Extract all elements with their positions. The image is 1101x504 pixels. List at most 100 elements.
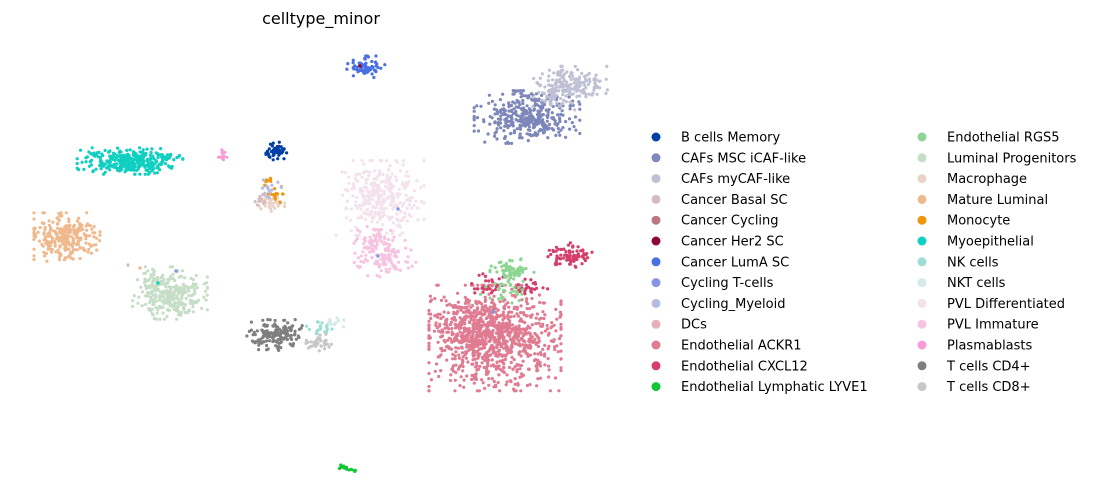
scatter-point <box>568 86 572 90</box>
scatter-point <box>376 220 380 224</box>
scatter-point <box>370 220 374 224</box>
scatter-point <box>494 331 498 335</box>
scatter-point <box>541 286 545 290</box>
scatter-point <box>475 333 479 337</box>
scatter-point <box>132 294 136 298</box>
scatter-point <box>377 197 381 201</box>
scatter-point <box>220 155 224 159</box>
scatter-point <box>553 347 557 352</box>
scatter-point <box>485 353 489 357</box>
scatter-point <box>467 348 471 352</box>
scatter-point <box>472 116 476 120</box>
scatter-point <box>496 123 501 127</box>
scatter-point <box>115 153 119 158</box>
scatter-point <box>449 320 453 324</box>
scatter-point <box>273 318 277 323</box>
scatter-point <box>507 141 511 145</box>
scatter-point <box>92 225 96 229</box>
scatter-point <box>525 297 529 301</box>
scatter-point <box>99 167 103 171</box>
scatter-point <box>256 338 260 342</box>
legend-marker <box>651 153 661 163</box>
scatter-point <box>283 201 287 205</box>
scatter-point <box>528 107 532 111</box>
scatter-point <box>498 300 502 304</box>
scatter-point <box>479 104 483 108</box>
scatter-point <box>464 350 468 354</box>
scatter-point <box>505 380 509 384</box>
scatter-point <box>489 345 493 349</box>
scatter-point <box>471 358 475 362</box>
scatter-point <box>497 288 501 292</box>
scatter-point <box>492 379 496 384</box>
scatter-point <box>155 311 159 315</box>
scatter-point <box>541 118 545 122</box>
scatter-point <box>528 326 532 330</box>
scatter-point <box>502 129 506 133</box>
scatter-point <box>353 251 357 255</box>
scatter-point <box>450 327 454 331</box>
scatter-point <box>535 113 540 117</box>
scatter-point <box>114 162 118 166</box>
scatter-point <box>491 310 495 314</box>
scatter-point <box>316 328 320 332</box>
scatter-point <box>373 235 377 239</box>
scatter-point <box>397 223 401 227</box>
scatter-point <box>561 113 565 117</box>
scatter-point <box>88 234 92 238</box>
scatter-point <box>547 248 551 252</box>
scatter-point <box>364 181 368 185</box>
scatter-point <box>481 290 485 294</box>
scatter-point <box>524 327 528 331</box>
scatter-point <box>300 324 304 328</box>
scatter-point <box>539 108 543 112</box>
scatter-point <box>174 286 178 290</box>
scatter-point <box>367 189 371 193</box>
scatter-point <box>375 240 379 244</box>
scatter-point <box>376 254 380 258</box>
scatter-point <box>63 225 67 229</box>
scatter-point <box>138 146 142 150</box>
scatter-point <box>468 314 472 318</box>
scatter-point <box>525 132 529 136</box>
scatter-point <box>370 205 374 209</box>
scatter-point <box>587 77 591 81</box>
legend-marker <box>651 361 661 371</box>
scatter-point <box>187 289 191 293</box>
scatter-point <box>189 298 193 302</box>
scatter-point <box>512 107 516 111</box>
scatter-point <box>167 156 171 160</box>
scatter-point <box>515 127 519 131</box>
scatter-point <box>561 93 565 97</box>
scatter-point <box>175 317 179 321</box>
scatter-point <box>550 116 554 120</box>
scatter-point <box>381 211 385 215</box>
scatter-point <box>340 193 345 197</box>
scatter-point <box>149 285 153 289</box>
scatter-point <box>557 256 561 260</box>
scatter-point <box>456 300 460 304</box>
scatter-point <box>78 256 82 261</box>
scatter-point <box>478 319 483 323</box>
scatter-point <box>278 200 282 204</box>
scatter-point <box>497 277 501 281</box>
scatter-point <box>546 136 550 140</box>
scatter-point <box>271 153 275 158</box>
scatter-point <box>349 218 353 222</box>
scatter-point <box>479 316 483 320</box>
scatter-point <box>457 353 461 357</box>
scatter-point <box>184 296 188 300</box>
scatter-point <box>344 206 348 211</box>
scatter-point <box>521 101 525 106</box>
scatter-point <box>578 102 582 106</box>
scatter-point <box>205 275 209 279</box>
scatter-point <box>205 293 209 297</box>
legend-item: Macrophage <box>917 172 1027 187</box>
scatter-point <box>577 78 581 82</box>
scatter-point <box>536 352 540 356</box>
scatter-point <box>371 186 375 190</box>
scatter-point <box>509 103 514 108</box>
scatter-point <box>200 306 204 310</box>
scatter-point <box>143 172 147 176</box>
scatter-point <box>277 140 281 144</box>
